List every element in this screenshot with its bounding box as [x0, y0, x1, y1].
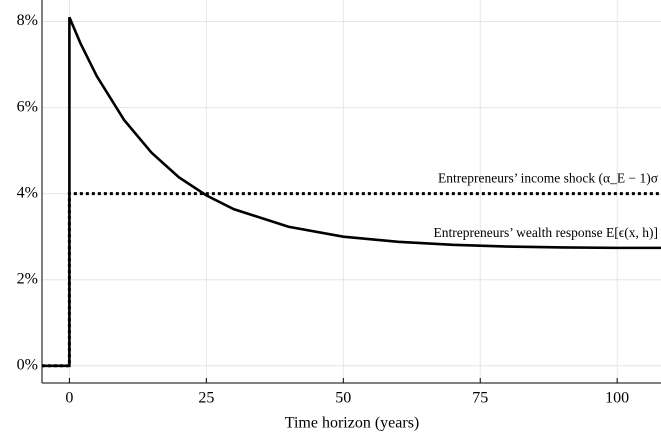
- y-tick-label: 6%: [17, 98, 38, 115]
- line-annotation: Entrepreneurs’ wealth response E[ϵ(x, h)…: [434, 225, 659, 240]
- x-tick-label: 100: [605, 390, 629, 407]
- line: [42, 16, 661, 368]
- y-tick-label: 2%: [17, 270, 38, 287]
- y-tick-label: 4%: [17, 184, 38, 201]
- y-tick-label: 0%: [17, 356, 38, 373]
- x-tick-label: 75: [472, 390, 488, 407]
- line-annotation: Entrepreneurs’ income shock (α_E − 1)σ: [438, 171, 659, 186]
- x-axis-label: Time horizon (years): [285, 415, 420, 432]
- y-tick-label: 8%: [17, 12, 38, 29]
- x-tick-label: 50: [335, 390, 351, 407]
- x-tick-label: 0: [65, 390, 73, 407]
- x-tick-label: 25: [198, 390, 214, 407]
